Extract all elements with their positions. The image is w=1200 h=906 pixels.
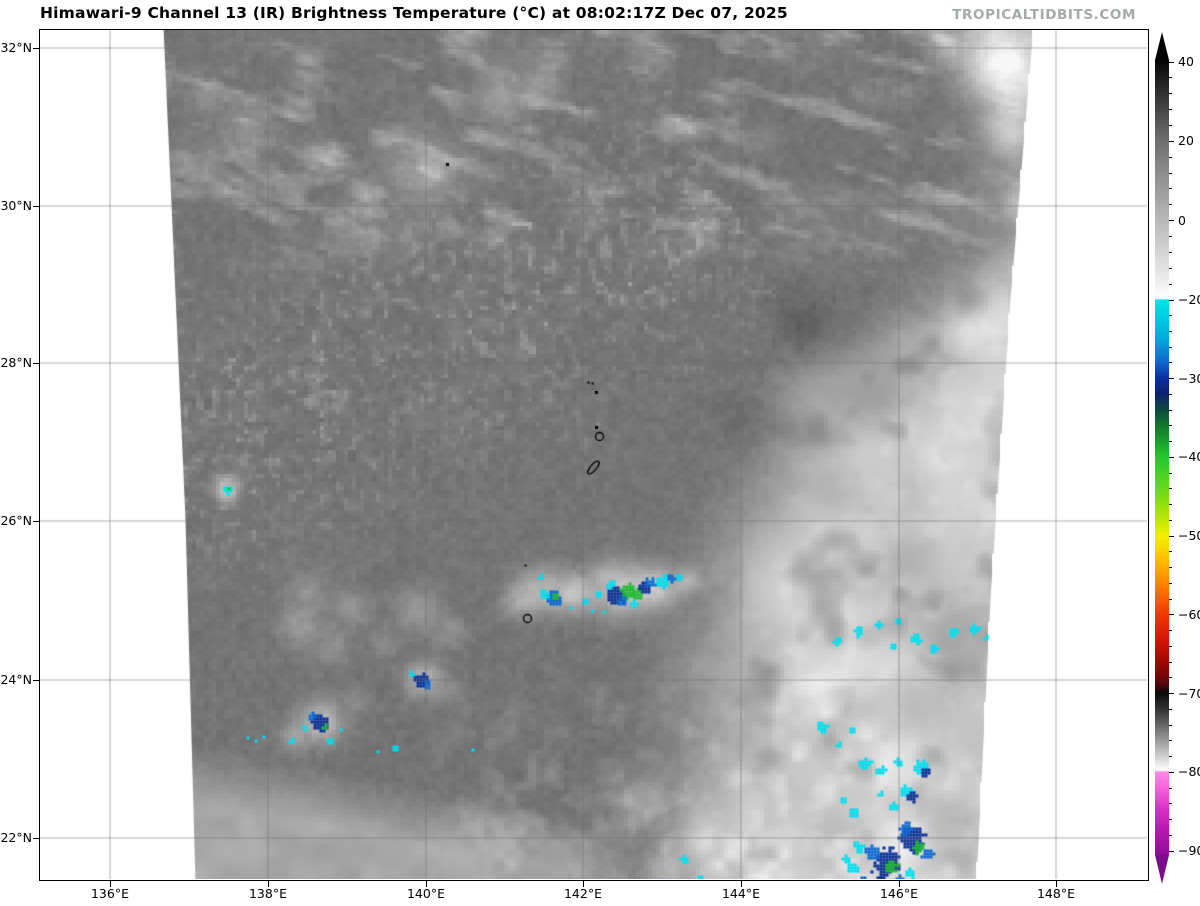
y-axis-tick-label: 22°N	[0, 830, 32, 845]
y-axis-tick-label: 24°N	[0, 672, 32, 687]
colorbar-minor-tick	[1169, 740, 1172, 742]
y-axis-tickmark	[33, 362, 39, 364]
colorbar-tick-label: −20	[1178, 292, 1200, 307]
colorbar-minor-tick	[1169, 519, 1172, 521]
colorbar-top-arrow	[1155, 32, 1169, 60]
y-axis-tick-label: 28°N	[0, 355, 32, 370]
x-axis-tickmark	[425, 881, 427, 887]
colorbar-minor-tick	[1169, 236, 1172, 238]
colorbar-minor-tick	[1169, 551, 1172, 553]
colorbar-tick-label: −40	[1178, 449, 1200, 465]
colorbar-tick-label: 0	[1178, 212, 1186, 228]
colorbar-major-tick	[1169, 456, 1174, 458]
colorbar-major-tick	[1169, 220, 1174, 222]
x-axis-tickmark	[1055, 881, 1057, 887]
satellite-ir-image	[40, 30, 1147, 879]
colorbar-major-tick	[1169, 614, 1174, 616]
colorbar-minor-tick	[1169, 645, 1172, 647]
colorbar-minor-tick	[1169, 93, 1172, 95]
colorbar-minor-tick	[1169, 330, 1172, 332]
colorbar-tick-label: −30	[1178, 370, 1200, 386]
colorbar-major-tick	[1169, 140, 1174, 142]
x-axis-tick-label: 144°E	[721, 886, 760, 901]
y-axis-tickmark	[33, 837, 39, 839]
colorbar-minor-tick	[1169, 630, 1172, 632]
colorbar-minor-tick	[1169, 834, 1172, 836]
x-axis-tickmark	[898, 881, 900, 887]
colorbar-minor-tick	[1169, 756, 1172, 758]
colorbar-minor-tick	[1169, 315, 1172, 317]
colorbar-minor-tick	[1169, 362, 1172, 364]
colorbar-minor-tick	[1169, 787, 1172, 789]
colorbar-minor-tick	[1169, 409, 1172, 411]
colorbar-tick-label: −80	[1178, 764, 1200, 780]
colorbar-minor-tick	[1169, 109, 1172, 111]
y-axis-tick-label: 30°N	[0, 198, 32, 213]
colorbar-minor-tick	[1169, 488, 1172, 490]
colorbar-minor-tick	[1169, 267, 1172, 269]
colorbar-major-tick	[1169, 850, 1174, 852]
colorbar-tick-label: −70	[1178, 685, 1200, 701]
colorbar-minor-tick	[1169, 724, 1172, 726]
colorbar: 40 20 0 −20 −30 −40 −50 −60 −70 −80 −90	[1155, 32, 1200, 894]
colorbar-minor-tick	[1169, 393, 1172, 395]
y-axis-tick-label: 32°N	[0, 40, 32, 55]
y-axis-tickmark	[33, 679, 39, 681]
colorbar-minor-tick	[1169, 661, 1172, 663]
colorbar-minor-tick	[1169, 188, 1172, 190]
x-axis-tick-label: 136°E	[90, 886, 129, 901]
colorbar-minor-tick	[1169, 172, 1172, 174]
colorbar-major-tick	[1169, 535, 1174, 537]
x-axis-tickmark	[267, 881, 269, 887]
colorbar-minor-tick	[1169, 598, 1172, 600]
x-axis-tickmark	[582, 881, 584, 887]
chart-title: Himawari-9 Channel 13 (IR) Brightness Te…	[40, 4, 788, 22]
colorbar-minor-tick	[1169, 346, 1172, 348]
colorbar-minor-tick	[1169, 472, 1172, 474]
colorbar-minor-tick	[1169, 504, 1172, 506]
x-axis-tick-label: 146°E	[879, 886, 918, 901]
y-axis-tickmark	[33, 520, 39, 522]
colorbar-minor-tick	[1169, 77, 1172, 79]
colorbar-major-tick	[1169, 693, 1174, 695]
colorbar-major-tick	[1169, 378, 1174, 380]
colorbar-tick-label: 20	[1178, 133, 1194, 149]
colorbar-minor-tick	[1169, 803, 1172, 805]
colorbar-minor-tick	[1169, 124, 1172, 126]
colorbar-tick-label: −90	[1178, 843, 1200, 858]
colorbar-major-tick	[1169, 61, 1174, 63]
x-axis-tick-label: 138°E	[248, 886, 287, 901]
colorbar-major-tick	[1169, 299, 1174, 301]
colorbar-tick-label: 40	[1178, 54, 1194, 69]
x-axis-tick-label: 140°E	[406, 886, 445, 901]
colorbar-minor-tick	[1169, 251, 1172, 253]
map-plot-area	[39, 29, 1149, 881]
colorbar-gradient	[1155, 60, 1169, 855]
site-watermark: TROPICALTIDBITS.COM	[952, 7, 1136, 23]
x-axis-tick-label: 142°E	[563, 886, 602, 901]
x-axis-tickmark	[740, 881, 742, 887]
y-axis-tickmark	[33, 205, 39, 207]
colorbar-minor-tick	[1169, 204, 1172, 206]
colorbar-minor-tick	[1169, 567, 1172, 569]
colorbar-minor-tick	[1169, 819, 1172, 820]
colorbar-minor-tick	[1169, 441, 1172, 443]
colorbar-minor-tick	[1169, 156, 1172, 158]
colorbar-bottom-arrow	[1155, 855, 1169, 884]
colorbar-minor-tick	[1169, 708, 1172, 710]
colorbar-major-tick	[1169, 771, 1174, 773]
colorbar-minor-tick	[1169, 425, 1172, 427]
colorbar-minor-tick	[1169, 677, 1172, 679]
y-axis-tickmark	[33, 47, 39, 49]
y-axis-tick-label: 26°N	[0, 513, 32, 528]
colorbar-tick-label: −50	[1178, 528, 1200, 544]
x-axis-tickmark	[109, 881, 111, 887]
colorbar-minor-tick	[1169, 582, 1172, 584]
colorbar-minor-tick	[1169, 283, 1172, 285]
colorbar-tick-label: −60	[1178, 606, 1200, 622]
x-axis-tick-label: 148°E	[1036, 886, 1075, 901]
